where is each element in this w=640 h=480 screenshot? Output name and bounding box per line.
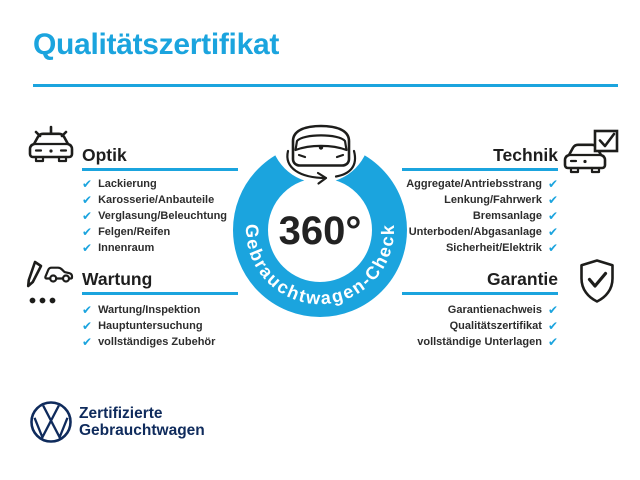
checklist-item: ✔ Felgen/Reifen	[82, 224, 227, 240]
checklist-item: ✔ vollständiges Zubehör	[82, 334, 215, 350]
wartung-checklist: ✔ Wartung/Inspektion ✔ Hauptuntersuchung…	[82, 302, 215, 350]
degree-label: 360°	[279, 209, 362, 253]
checklist-item: ✔ Verglasung/Beleuchtung	[82, 208, 227, 224]
section-title-garantie: Garantie	[487, 269, 558, 289]
check-icon: ✔	[82, 209, 93, 223]
item-label: Karosserie/Anbauteile	[98, 194, 215, 206]
check-icon: ✔	[82, 177, 93, 191]
item-label: vollständige Unterlagen	[417, 336, 542, 348]
technik-checklist: Aggregate/Antriebsstrang ✔ Lenkung/Fahrw…	[406, 176, 558, 256]
vw-logo	[29, 400, 73, 444]
check-icon: ✔	[547, 335, 558, 349]
item-label: Unterboden/Abgasanlage	[408, 226, 542, 238]
car-shine-icon	[25, 124, 77, 170]
garantie-checklist: Garantienachweis ✔ Qualitätszertifikat ✔…	[417, 302, 558, 350]
check-icon: ✔	[82, 335, 93, 349]
check-icon: ✔	[82, 225, 93, 239]
item-label: Wartung/Inspektion	[98, 304, 201, 316]
checklist-item: Bremsanlage ✔	[473, 208, 558, 224]
checklist-item: ✔ Innenraum	[82, 240, 227, 256]
checklist-item: vollständige Unterlagen ✔	[417, 334, 558, 350]
car-checkbox-icon	[562, 128, 620, 178]
checklist-item: ✔ Hauptuntersuchung	[82, 318, 215, 334]
check-icon: ✔	[82, 193, 93, 207]
check-icon: ✔	[547, 193, 558, 207]
section-title-technik: Technik	[493, 145, 558, 165]
checklist-item: Sicherheit/Elektrik ✔	[446, 240, 558, 256]
shield-check-icon	[577, 258, 617, 304]
check-icon: ✔	[547, 209, 558, 223]
item-label: Felgen/Reifen	[98, 226, 171, 238]
check-icon: ✔	[547, 241, 558, 255]
item-label: Garantienachweis	[447, 304, 542, 316]
section-title-wartung: Wartung	[82, 269, 153, 289]
pencil-car-icon	[25, 259, 77, 307]
optik-underline	[82, 168, 238, 171]
section-title-optik: Optik	[82, 145, 127, 165]
item-label: Sicherheit/Elektrik	[445, 242, 542, 254]
page-title: Qualitätszertifikat	[33, 28, 280, 61]
checklist-item: Unterboden/Abgasanlage ✔	[409, 224, 558, 240]
item-label: Lackierung	[98, 178, 157, 190]
brand-claim: Zertifizierte Gebrauchtwagen	[79, 405, 205, 439]
checklist-item: Qualitätszertifikat ✔	[450, 318, 558, 334]
checklist-item: ✔ Lackierung	[82, 176, 227, 192]
item-label: Bremsanlage	[472, 210, 542, 222]
check-icon: ✔	[547, 225, 558, 239]
item-label: Aggregate/Antriebsstrang	[406, 178, 542, 190]
title-divider	[33, 84, 618, 87]
checklist-item: Aggregate/Antriebsstrang ✔	[406, 176, 558, 192]
item-label: Hauptuntersuchung	[98, 320, 203, 332]
checklist-item: ✔ Wartung/Inspektion	[82, 302, 215, 318]
check-icon: ✔	[82, 319, 93, 333]
checklist-item: Garantienachweis ✔	[448, 302, 558, 318]
item-label: Innenraum	[98, 242, 155, 254]
brand-claim-line2: Gebrauchtwagen	[79, 421, 205, 439]
optik-checklist: ✔ Lackierung ✔ Karosserie/Anbauteile ✔ V…	[82, 176, 227, 256]
check-icon: ✔	[547, 319, 558, 333]
item-label: Qualitätszertifikat	[449, 320, 542, 332]
check-icon: ✔	[547, 303, 558, 317]
item-label: Lenkung/Fahrwerk	[444, 194, 542, 206]
check-icon: ✔	[82, 303, 93, 317]
check-icon: ✔	[82, 241, 93, 255]
car-360-rotate-icon	[286, 124, 357, 185]
item-label: vollständiges Zubehör	[98, 336, 216, 348]
item-label: Verglasung/Beleuchtung	[98, 210, 228, 222]
wartung-underline	[82, 292, 238, 295]
checklist-item: Lenkung/Fahrwerk ✔	[444, 192, 558, 208]
checklist-item: ✔ Karosserie/Anbauteile	[82, 192, 227, 208]
check-icon: ✔	[547, 177, 558, 191]
garantie-underline	[402, 292, 558, 295]
technik-underline	[402, 168, 558, 171]
brand-claim-line1: Zertifizierte	[79, 405, 163, 422]
360-check-badge: Gebrauchtwagen-Check 360°	[210, 108, 430, 326]
